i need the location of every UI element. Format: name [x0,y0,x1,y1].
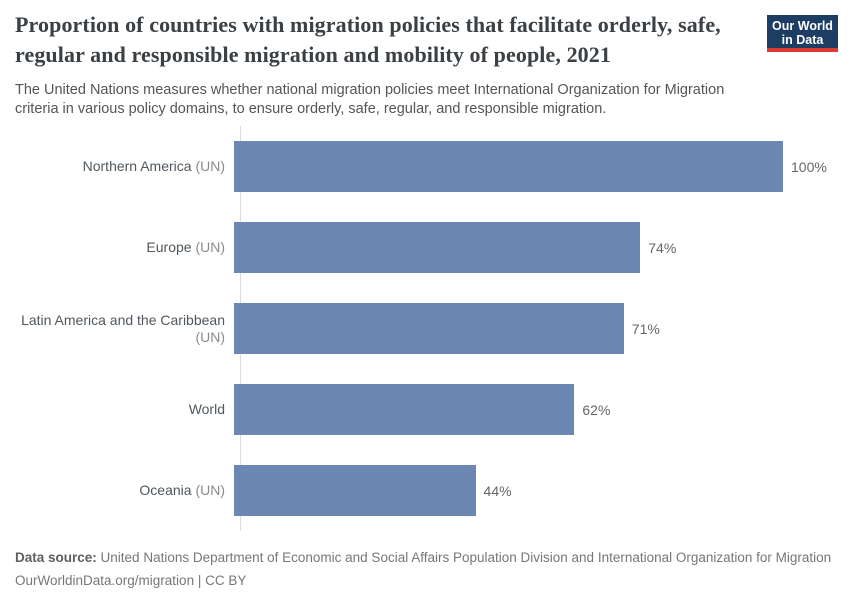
bar-track: 74% [234,222,783,273]
value-label: 74% [648,239,677,256]
owid-logo[interactable]: Our World in Data [767,15,838,52]
bar-track: 62% [234,384,783,435]
bar-track: 100% [234,141,827,192]
bar-row: World 62% [0,369,850,450]
value-label: 44% [483,482,512,499]
entity-qualifier: (UN) [191,239,225,255]
data-source-label: Data source: [15,550,97,565]
entity-qualifier: (UN) [195,328,225,345]
category-label: Northern America (UN) [0,158,233,175]
bar-rows: Northern America (UN) 100% Europe (UN) 7… [0,126,850,531]
bar-row: Latin America and the Caribbean (UN) 71% [0,288,850,369]
bar-chart: Northern America (UN) 100% Europe (UN) 7… [0,126,850,531]
bar[interactable] [234,141,783,192]
data-source-line: Data source: United Nations Department o… [15,546,835,569]
bar-row: Oceania (UN) 44% [0,450,850,531]
chart-subtitle: The United Nations measures whether nati… [15,82,725,117]
entity-name: Europe [146,239,192,255]
chart-title: Proportion of countries with migration p… [15,12,721,67]
entity-name: World [188,401,225,417]
bar-track: 44% [234,465,783,516]
category-label: Latin America and the Caribbean (UN) [0,312,233,346]
bar[interactable] [234,465,476,516]
entity-qualifier: (UN) [191,482,225,498]
entity-name: Oceania [139,482,192,498]
value-label: 71% [631,320,660,337]
value-label: 100% [791,158,827,175]
bar-row: Northern America (UN) 100% [0,126,850,207]
entity-name: Latin America and the Caribbean [21,311,225,328]
entity-qualifier: (UN) [191,158,225,174]
bar-track: 71% [234,303,783,354]
citation-line[interactable]: OurWorldinData.org/migration | CC BY [15,573,247,588]
bar-row: Europe (UN) 74% [0,207,850,288]
entity-name: Northern America [82,158,192,174]
category-label: Europe (UN) [0,239,233,256]
category-label: Oceania (UN) [0,482,233,499]
value-label: 62% [582,401,611,418]
category-label: World [0,401,233,418]
bar[interactable] [234,384,575,435]
owid-logo-line2: in Data [781,33,824,47]
owid-logo-line1: Our World [772,19,833,33]
bar[interactable] [234,222,641,273]
data-source-text: United Nations Department of Economic an… [100,550,832,565]
bar[interactable] [234,303,624,354]
chart-footer: Data source: United Nations Department o… [15,546,835,592]
